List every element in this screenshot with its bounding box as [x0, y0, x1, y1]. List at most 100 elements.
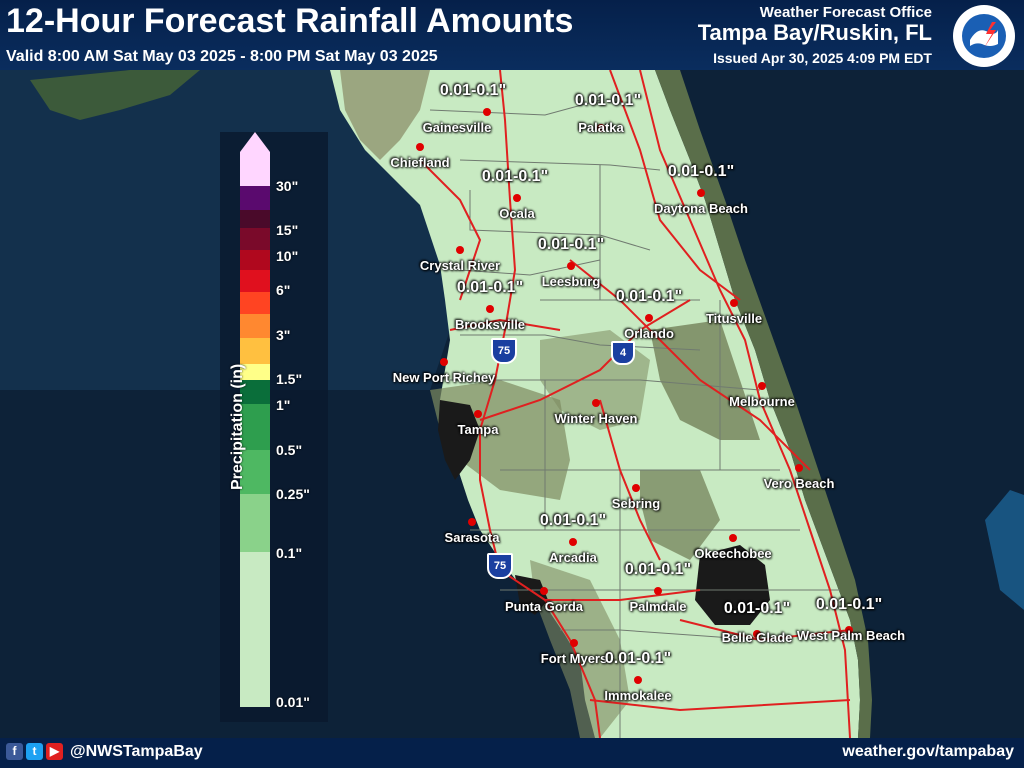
city-marker — [440, 358, 448, 366]
city-label: Arcadia — [549, 550, 597, 565]
legend-tick-label: 0.25" — [276, 486, 310, 502]
city-label: Tampa — [457, 422, 499, 437]
legend-swatch — [240, 186, 270, 210]
city-marker — [597, 124, 605, 132]
shield-label: 4 — [619, 347, 627, 359]
city-label: Winter Haven — [554, 411, 638, 426]
city-marker — [729, 534, 737, 542]
rainfall-amount-label: 0.01-0.1" — [574, 92, 642, 109]
rainfall-amount-label: 0.01-0.1" — [624, 561, 692, 578]
city-marker — [730, 299, 738, 307]
valid-period: Valid 8:00 AM Sat May 03 2025 - 8:00 PM … — [6, 48, 438, 65]
legend-swatch — [240, 552, 270, 707]
city-marker — [845, 626, 853, 634]
city-label: Chiefland — [390, 155, 450, 170]
city-label: Crystal River — [419, 258, 501, 273]
city-marker — [758, 382, 766, 390]
rainfall-amount-label: 0.01-0.1" — [815, 596, 883, 613]
twitter-icon[interactable]: t — [26, 743, 43, 760]
city-label: Vero Beach — [763, 476, 835, 491]
legend-title: Precipitation (in) — [229, 363, 246, 490]
legend-swatch — [240, 228, 270, 250]
interstate-shield-icon: 75 — [491, 338, 517, 364]
city-marker — [592, 399, 600, 407]
legend-tick-label: 0.1" — [276, 545, 303, 561]
legend-swatch — [240, 338, 270, 364]
office-name: Tampa Bay/Ruskin, FL — [697, 20, 932, 45]
bahamas-bank — [985, 490, 1024, 610]
legend-swatch — [240, 152, 270, 186]
legend-panel — [220, 132, 328, 722]
legend-tick-label: 6" — [276, 282, 291, 298]
rainfall-amount-label: 0.01-0.1" — [604, 650, 672, 667]
legend-colorbar — [240, 132, 270, 707]
facebook-icon[interactable]: f — [6, 743, 23, 760]
city-marker — [570, 639, 578, 647]
city-label: Ocala — [499, 206, 535, 221]
youtube-icon[interactable]: ▶ — [46, 743, 63, 760]
city-label: Orlando — [624, 326, 674, 341]
city-marker — [540, 587, 548, 595]
city-label: Okeechobee — [694, 546, 772, 561]
terrain-patch-east — [650, 320, 760, 440]
city-label: Belle Glade — [721, 630, 793, 645]
issued-time: Issued Apr 30, 2025 4:09 PM EDT — [713, 50, 932, 66]
rainfall-amount-label: 0.01-0.1" — [615, 288, 683, 305]
legend-swatch — [240, 404, 270, 450]
rainfall-amount-label: 0.01-0.1" — [456, 279, 524, 296]
terrain-patch-southwest — [530, 560, 630, 738]
city-marker — [654, 587, 662, 595]
city-label: Punta Gorda — [504, 599, 584, 614]
legend-swatch — [240, 250, 270, 270]
legend-swatch — [240, 270, 270, 292]
city-label: Immokalee — [604, 688, 672, 703]
city-marker — [569, 538, 577, 546]
city-label: Sarasota — [444, 530, 500, 545]
city-marker — [795, 464, 803, 472]
office-label: Weather Forecast Office — [759, 4, 932, 21]
shield-label: 75 — [497, 345, 511, 357]
website-link[interactable]: weather.gov/tampabay — [842, 743, 1014, 760]
rainfall-amount-label: 0.01-0.1" — [439, 82, 507, 99]
city-label: Gainesville — [422, 120, 492, 135]
city-marker — [645, 314, 653, 322]
legend-swatch — [240, 292, 270, 314]
city-label: Daytona Beach — [654, 201, 748, 216]
legend-tick-label: 3" — [276, 327, 291, 343]
city-label: Palatka — [578, 120, 624, 135]
legend-swatch — [240, 210, 270, 228]
legend-swatch — [240, 380, 270, 404]
city-marker — [567, 262, 575, 270]
city-marker — [483, 108, 491, 116]
legend-swatch — [240, 450, 270, 494]
highways — [419, 69, 851, 739]
legend-tick-label: 30" — [276, 178, 299, 194]
city-label: New Port Richey — [392, 370, 496, 385]
city-label: Sebring — [611, 496, 661, 511]
tampa-bay — [438, 400, 480, 480]
footer-bar: f t ▶ @NWSTampaBay weather.gov/tampabay — [0, 738, 1024, 768]
legend-tick-label: 0.01" — [276, 694, 310, 710]
city-marker — [697, 189, 705, 197]
lake-okeechobee — [695, 545, 770, 625]
legend-tick-label: 0.5" — [276, 442, 303, 458]
rainfall-amount-label: 0.01-0.1" — [481, 168, 549, 185]
city-marker — [474, 410, 482, 418]
legend-swatch — [240, 364, 270, 380]
city-marker — [634, 676, 642, 684]
social-handle[interactable]: @NWSTampaBay — [70, 743, 203, 760]
city-label: Melbourne — [729, 394, 795, 409]
terrain-patch-north — [340, 70, 430, 160]
city-marker — [486, 305, 494, 313]
legend-overflow-arrow — [240, 132, 270, 152]
page-title: 12-Hour Forecast Rainfall Amounts — [6, 2, 574, 40]
legend-swatch — [240, 314, 270, 338]
interstate-shield-icon: 4 — [611, 341, 635, 365]
legend-tick-label: 10" — [276, 248, 299, 264]
header-bar: 12-Hour Forecast Rainfall Amounts Valid … — [0, 0, 1024, 70]
city-label: Leesburg — [541, 274, 601, 289]
city-marker — [456, 246, 464, 254]
city-marker — [416, 143, 424, 151]
land-panhandle-coast — [30, 70, 200, 120]
